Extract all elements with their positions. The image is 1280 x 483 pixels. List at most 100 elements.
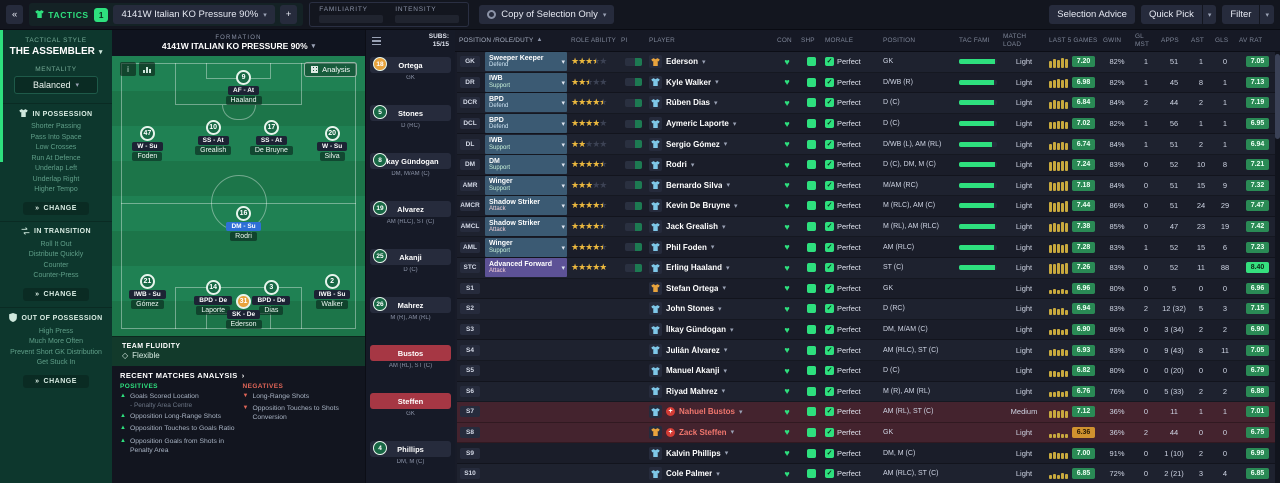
role-duty-selector[interactable]: Winger Support ▾ xyxy=(485,175,567,195)
tactics-tab[interactable]: TACTICS 1 4141W Italian KO Pressure 90% … xyxy=(29,3,304,26)
copy-selection-dropdown[interactable]: Copy of Selection Only ▾ xyxy=(479,5,615,24)
role-duty-selector[interactable]: Shadow Striker Attack ▾ xyxy=(485,217,567,237)
table-row[interactable]: S7 + Nahuel Bustos ▾ ♥ ✓ Perfect AM (RL), ST (C… xyxy=(457,402,1280,423)
quick-pick-dropdown-button[interactable]: ▾ xyxy=(1202,5,1217,24)
sub-card-steffen[interactable]: Steffen GK xyxy=(370,393,451,434)
column-header-ast[interactable]: AST xyxy=(1191,36,1205,44)
column-header-match-load[interactable]: MATCH LOAD xyxy=(1003,33,1027,48)
player-cell[interactable]: Kalvin Phillips ▾ xyxy=(647,443,775,463)
sub-card-akanji[interactable]: 25 Akanji D (C) xyxy=(370,249,451,290)
player-cell[interactable]: Kevin De Bruyne ▾ xyxy=(647,196,775,216)
pitch-player-de-bruyne[interactable]: 17 SS - At De Bruyne xyxy=(234,120,308,155)
player-cell[interactable]: Kyle Walker ▾ xyxy=(647,73,775,93)
column-header-morale[interactable]: MORALE xyxy=(825,36,854,44)
table-row[interactable]: S2 John Stones ▾ ♥ ✓ Perfect D (RC) Light 6.94 83… xyxy=(457,299,1280,320)
table-row[interactable]: S4 Julián Álvarez ▾ ♥ ✓ Perfect AM (RLC), ST (… xyxy=(457,340,1280,361)
sub-name-pill[interactable]: Phillips xyxy=(370,441,451,457)
change-button[interactable]: » CHANGE xyxy=(23,201,89,215)
sub-card-ortega[interactable]: 18 Ortega GK xyxy=(370,57,451,98)
analysis-title[interactable]: RECENT MATCHES ANALYSIS › xyxy=(120,371,245,380)
sub-name-pill[interactable]: Ilkay Gündogan xyxy=(370,153,451,169)
scrollbar-thumb[interactable] xyxy=(1275,54,1280,139)
pitch-player-foden[interactable]: 47 W - Su Foden xyxy=(112,126,184,161)
column-header-gls[interactable]: GLS xyxy=(1215,36,1229,44)
player-cell[interactable]: Julián Álvarez ▾ xyxy=(647,340,775,360)
column-header-position[interactable]: POSITION xyxy=(883,36,916,44)
sub-name-pill[interactable]: Alvarez xyxy=(370,201,451,217)
player-cell[interactable]: Sergio Gómez ▾ xyxy=(647,134,775,154)
pitch-player-dias[interactable]: 3 BPD - De Dias xyxy=(234,280,308,315)
sub-card-bustos[interactable]: Bustos AM (RL), ST (C) xyxy=(370,345,451,386)
column-header-con[interactable]: CON xyxy=(777,36,792,44)
role-duty-selector[interactable]: BPD Defend ▾ xyxy=(485,93,567,113)
player-cell[interactable]: Rodri ▾ xyxy=(647,155,775,175)
selection-advice-button[interactable]: Selection Advice xyxy=(1049,5,1135,24)
role-duty-selector[interactable]: Sweeper Keeper Defend ▾ xyxy=(485,52,567,72)
role-duty-selector[interactable]: Advanced Forward Attack ▾ xyxy=(485,258,567,278)
column-header-gl-mst[interactable]: GL MST xyxy=(1135,33,1150,48)
sub-card-phillips[interactable]: 4 Phillips DM, M (C) xyxy=(370,441,451,482)
add-tactic-button[interactable]: + xyxy=(279,5,298,24)
pitch-player-ederson[interactable]: 31 SK - De Ederson xyxy=(207,294,281,329)
player-cell[interactable]: Erling Haaland ▾ xyxy=(647,258,775,278)
player-cell[interactable]: Aymeric Laporte ▾ xyxy=(647,114,775,134)
back-button[interactable]: « xyxy=(6,5,24,24)
sub-name-pill[interactable]: Bustos xyxy=(370,345,451,361)
sub-name-pill[interactable]: Steffen xyxy=(370,393,451,409)
pitch-player-grealish[interactable]: 10 SS - At Grealish xyxy=(176,120,250,155)
player-cell[interactable]: Ederson ▾ xyxy=(647,52,775,72)
column-header-shp[interactable]: SHP xyxy=(801,36,815,44)
sidebar-scrollbar[interactable] xyxy=(0,30,3,162)
stats-icon-button[interactable] xyxy=(139,62,155,76)
column-header-apps[interactable]: APPS xyxy=(1161,36,1179,44)
change-button[interactable]: » CHANGE xyxy=(23,287,89,301)
formation-header[interactable]: FORMATION 4141W ITALIAN KO PRESSURE 90% … xyxy=(112,30,365,56)
analysis-toggle-button[interactable]: Analysis xyxy=(304,62,357,77)
column-header-last-5-games[interactable]: LAST 5 GAMES xyxy=(1049,36,1098,44)
role-duty-selector[interactable]: Shadow Striker Attack ▾ xyxy=(485,196,567,216)
table-row[interactable]: S10 Cole Palmer ▾ ♥ ✓ Perfect AM (RLC), ST (C)… xyxy=(457,463,1280,483)
player-cell[interactable]: Jack Grealish ▾ xyxy=(647,217,775,237)
menu-icon[interactable] xyxy=(372,36,381,46)
sub-name-pill[interactable]: Mahrez xyxy=(370,297,451,313)
column-header-pi[interactable]: PI xyxy=(621,36,628,44)
player-cell[interactable]: Riyad Mahrez ▾ xyxy=(647,382,775,402)
role-duty-selector[interactable]: DM Support ▾ xyxy=(485,155,567,175)
tactical-style-selector[interactable]: THE ASSEMBLER ▾ xyxy=(9,46,103,57)
table-row[interactable]: S3 İlkay Gündogan ▾ ♥ ✓ Perfect DM, M/AM (C) Li… xyxy=(457,319,1280,341)
sub-card-alvarez[interactable]: 19 Alvarez AM (RLC), ST (C) xyxy=(370,201,451,242)
pitch-player-rodri[interactable]: 16 DM - Su Rodri xyxy=(207,206,281,241)
table-row[interactable]: S9 Kalvin Phillips ▾ ♥ ✓ Perfect DM, M (C) Ligh… xyxy=(457,443,1280,464)
filter-button[interactable]: Filter xyxy=(1222,5,1260,24)
table-row[interactable]: S6 Riyad Mahrez ▾ ♥ ✓ Perfect M (R), AM (RL) Li… xyxy=(457,381,1280,403)
table-row[interactable]: S8 + Zack Steffen ▾ ♥ ✓ Perfect GK Light 6.36 36% 2… xyxy=(457,422,1280,444)
mentality-dropdown[interactable]: Balanced ▾ xyxy=(14,76,98,94)
formation-name-dropdown[interactable]: 4141W ITALIAN KO PRESSURE 90% ▾ xyxy=(161,41,316,51)
role-duty-selector[interactable]: Winger Support ▾ xyxy=(485,237,567,257)
table-row[interactable]: S5 Manuel Akanji ▾ ♥ ✓ Perfect D (C) Light 6.82 8… xyxy=(457,360,1280,382)
pitch-player-walker[interactable]: 2 IWB - Su Walker xyxy=(295,274,365,309)
sub-card-ilkay-gündogan[interactable]: 8 Ilkay Gündogan DM, M/AM (C) xyxy=(370,153,451,194)
player-cell[interactable]: İlkay Gündogan ▾ xyxy=(647,320,775,340)
player-cell[interactable]: Bernardo Silva ▾ xyxy=(647,176,775,196)
role-duty-selector[interactable]: IWB Support ▾ xyxy=(485,72,567,92)
pitch-player-haaland[interactable]: 9 AF - At Haaland xyxy=(207,70,281,105)
table-row[interactable]: STC Advanced Forward Attack ▾ ★★★★★ ★★★★★ Erli… xyxy=(457,257,1280,279)
sub-name-pill[interactable]: Akanji xyxy=(370,249,451,265)
sub-card-stones[interactable]: 5 Stones D (RC) xyxy=(370,105,451,146)
pitch-player-laporte[interactable]: 14 BPD - De Laporte xyxy=(176,280,250,315)
tactic-pitch[interactable]: i Analysis 9 AF - At Haaland 47 W - Su Foden 1… xyxy=(112,56,365,336)
player-cell[interactable]: Cole Palmer ▾ xyxy=(647,464,775,483)
column-header-tac-fami[interactable]: TAC FAMI xyxy=(959,36,990,44)
role-duty-selector[interactable]: IWB Support ▾ xyxy=(485,134,567,154)
sub-card-mahrez[interactable]: 26 Mahrez M (R), AM (RL) xyxy=(370,297,451,338)
column-header-position-role-duty[interactable]: POSITION /ROLE/DUTY ▲ xyxy=(459,36,543,44)
